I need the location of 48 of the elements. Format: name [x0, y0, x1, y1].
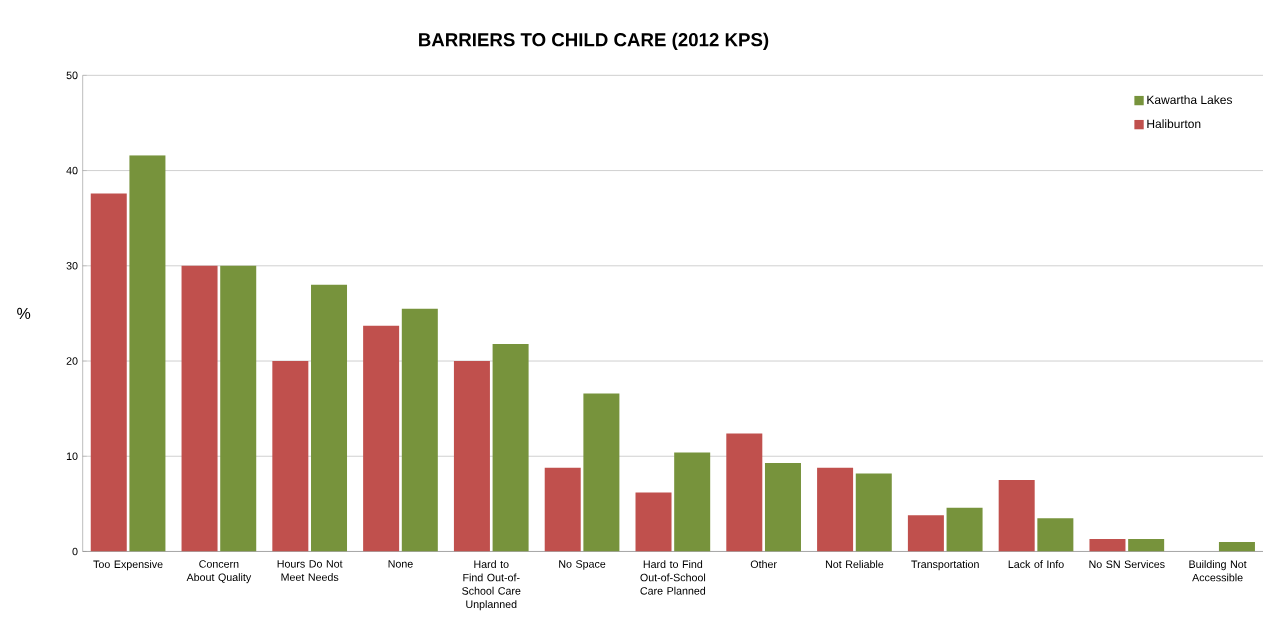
x-tick-label: Transportation — [911, 560, 979, 571]
x-tick-label: Hard to Find Out-of-School Care Unplanned — [462, 560, 521, 611]
y-tick-label: 20 — [66, 357, 78, 365]
bar — [90, 193, 127, 552]
y-axis-title: % — [17, 307, 31, 319]
bar — [907, 515, 944, 552]
y-tick-label: 10 — [66, 452, 78, 460]
y-tick-label: 40 — [66, 166, 78, 175]
chart-title: BARRIERS TO CHILD CARE (2012 KPS) — [419, 32, 769, 50]
bar — [492, 343, 529, 552]
x-tick-label: Too Expensive — [93, 560, 163, 571]
bar — [220, 265, 257, 552]
bar — [1037, 518, 1074, 552]
bar — [726, 433, 763, 552]
bar — [674, 452, 711, 552]
y-tick-label: 50 — [66, 71, 78, 80]
x-tick-label: No Space — [559, 560, 606, 570]
legend-label: Haliburton — [1147, 119, 1201, 129]
x-tick-label: No SN Services — [1089, 560, 1165, 568]
bar — [311, 284, 348, 552]
x-tick-label: Other — [750, 560, 777, 568]
bar — [1218, 541, 1255, 552]
legend-label: Kawartha Lakes — [1147, 95, 1232, 104]
y-tick-label: 30 — [66, 261, 78, 270]
x-tick-label: Concern About Quality — [186, 560, 252, 584]
x-tick-label: Building Not Accessible — [1189, 560, 1247, 582]
bar — [544, 467, 581, 552]
bar — [129, 155, 166, 552]
bar — [817, 467, 854, 552]
bar — [1128, 539, 1165, 552]
bar — [272, 360, 309, 552]
x-tick-label: Hours Do Not Meet Needs — [277, 560, 343, 581]
x-tick-label: None — [388, 560, 413, 568]
bar — [998, 479, 1035, 552]
x-tick-label: Hard to Find Out-of-School Care Planned — [640, 560, 706, 595]
bar — [855, 473, 892, 552]
y-tick-label: 0 — [72, 547, 78, 556]
x-tick-label: Not Reliable — [825, 560, 884, 568]
bar — [635, 492, 672, 552]
bar — [946, 507, 983, 552]
bar — [764, 462, 801, 552]
bar — [583, 393, 620, 552]
bar — [453, 360, 490, 552]
bar — [363, 325, 400, 552]
x-tick-label: Lack of Info — [1008, 560, 1064, 568]
bar — [181, 265, 218, 552]
bar — [1089, 539, 1126, 552]
bar — [401, 308, 438, 552]
